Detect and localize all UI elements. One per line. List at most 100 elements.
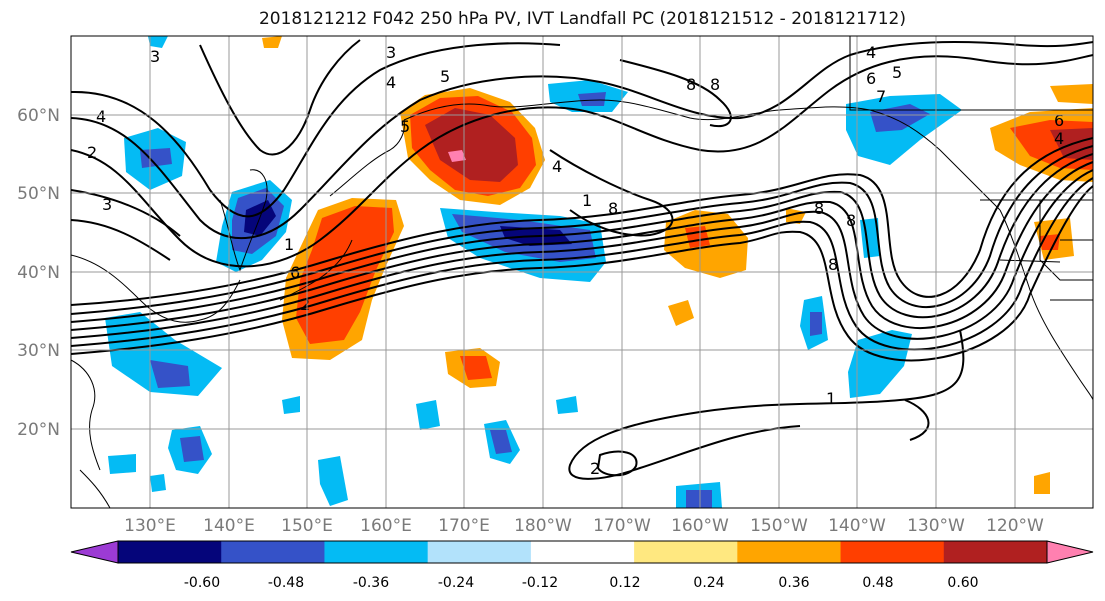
contour-label: 6 [866, 69, 876, 88]
lat-label: 60°N [17, 106, 60, 126]
colorbar-tick-label: -0.36 [353, 575, 389, 591]
colorbar-tick-label: 0.60 [947, 575, 978, 591]
negative-anomaly-small-3 [848, 330, 912, 398]
negative-anomaly-bering-north-core [578, 92, 606, 106]
coastlines [71, 36, 1093, 508]
contour-label: 5 [892, 63, 902, 82]
contour-label: 4 [386, 73, 396, 92]
lon-label: 150°W [750, 516, 808, 536]
colorbar-segment [427, 541, 532, 563]
lon-label: 140°E [203, 516, 255, 536]
negative-anomaly-small-7 [318, 456, 348, 506]
lon-label: 180°W [514, 516, 572, 536]
lon-label: 140°W [828, 516, 886, 536]
colorbar-extend-min [70, 540, 119, 564]
colorbar-tick-labels: -0.60 -0.48 -0.36 -0.24 -0.12 0.12 0.24 … [184, 575, 979, 591]
contour-label: 4 [96, 107, 106, 126]
lon-label: 170°E [438, 516, 490, 536]
positive-anomaly-small-4 [1050, 84, 1093, 104]
contour-label: 8 [710, 75, 720, 94]
lat-label: 40°N [17, 263, 60, 283]
contour-label: 4 [552, 157, 562, 176]
map-title: 2018121212 F042 250 hPa PV, IVT Landfall… [258, 9, 906, 29]
negative-anomaly-subtropical-west-core [150, 360, 190, 388]
positive-anomaly-bering-peak [448, 150, 466, 162]
lon-label: 160°E [360, 516, 412, 536]
longitude-labels: 130°E 140°E 150°E 160°E 170°E 180°W 170°… [124, 516, 1044, 536]
negative-anomaly-small-9 [416, 400, 440, 430]
contour-label: 8 [686, 75, 696, 94]
colorbar-tick-label: -0.60 [184, 575, 220, 591]
colorbar-segment [840, 541, 945, 563]
negative-anomaly-subtropical-west [105, 312, 222, 396]
colorbar-segment [118, 541, 222, 563]
positive-anomaly-small-2 [668, 300, 694, 326]
negative-anomaly-small-12 [148, 36, 168, 48]
negative-anomaly-small-6-core [686, 490, 712, 508]
contour-label: 1 [284, 235, 294, 254]
contour-label: 3 [150, 47, 160, 66]
lon-label: 160°W [671, 516, 729, 536]
colorbar-segment [634, 541, 738, 563]
colorbar-tick-label: 0.48 [862, 575, 893, 591]
colorbar-tick-label: 0.36 [778, 575, 809, 591]
negative-anomaly-small-13 [150, 474, 166, 492]
colorbar-segment [324, 541, 429, 563]
lon-label: 150°E [281, 516, 333, 536]
negative-anomaly-alaska-core [870, 104, 930, 132]
lat-label: 50°N [17, 184, 60, 204]
contour-label: 3 [386, 43, 396, 62]
colorbar-tick-label: -0.24 [438, 575, 474, 591]
colorbar-tick-label: -0.12 [522, 575, 558, 591]
negative-anomaly-siberia-core [140, 148, 172, 168]
contour-label: 5 [400, 117, 410, 136]
positive-anomaly-small-1-core [460, 356, 492, 380]
colorbar-segment [943, 541, 1048, 563]
lat-label: 30°N [17, 341, 60, 361]
contour-label: 5 [440, 67, 450, 86]
negative-anomaly-small-11 [282, 396, 300, 414]
lat-label: 20°N [17, 420, 60, 440]
colorbar-segment [737, 541, 842, 563]
colorbar-tick-label: 0.24 [693, 575, 724, 591]
contour-label: 8 [846, 211, 856, 230]
negative-anomaly-small-10 [556, 396, 578, 414]
contour-label: 4 [1054, 129, 1064, 148]
contour-labels: 3 4 2 3 3 4 5 8 8 7 6 5 4 5 4 1 8 6 2 1 … [87, 43, 1064, 478]
lon-label: 130°E [124, 516, 176, 536]
negative-anomaly-small-4-core [810, 312, 822, 336]
lon-label: 120°W [986, 516, 1044, 536]
colorbar-segment [221, 541, 325, 563]
colorbar-tick-label: 0.12 [609, 575, 640, 591]
contour-label: 2 [300, 295, 310, 314]
contour-label: 8 [608, 199, 618, 218]
map-frame [70, 35, 1094, 509]
negative-anomaly-small-8 [108, 454, 136, 474]
negative-anomaly-small-1-core [180, 436, 204, 462]
lon-label: 130°W [907, 516, 965, 536]
contour-label: 1 [826, 389, 836, 408]
positive-anomaly-small-6 [262, 36, 282, 48]
contour-label: 8 [814, 199, 824, 218]
contour-label: 2 [87, 143, 97, 162]
contour-label: 4 [866, 43, 876, 62]
contour-label: 6 [1054, 111, 1064, 130]
pv-contours [71, 39, 1093, 480]
contour-label: 8 [828, 255, 838, 274]
contour-label: 7 [876, 87, 886, 106]
negative-anomaly-small-2-core [490, 430, 512, 454]
colorbar-tick-label: -0.48 [268, 575, 304, 591]
positive-anomaly-small-5 [1034, 472, 1050, 494]
colorbar-extend-max [1046, 540, 1094, 564]
latitude-labels: 60°N 50°N 40°N 30°N 20°N [17, 106, 60, 440]
colorbar-frame [117, 540, 1048, 564]
contour-label: 2 [590, 459, 600, 478]
gridlines [71, 36, 1093, 508]
positive-anomaly-bering-max [425, 108, 518, 182]
colorbar-segment [530, 541, 635, 563]
colorbar [70, 540, 1094, 564]
contour-label: 3 [102, 195, 112, 214]
lon-label: 170°W [593, 516, 651, 536]
contour-label: 1 [582, 191, 592, 210]
